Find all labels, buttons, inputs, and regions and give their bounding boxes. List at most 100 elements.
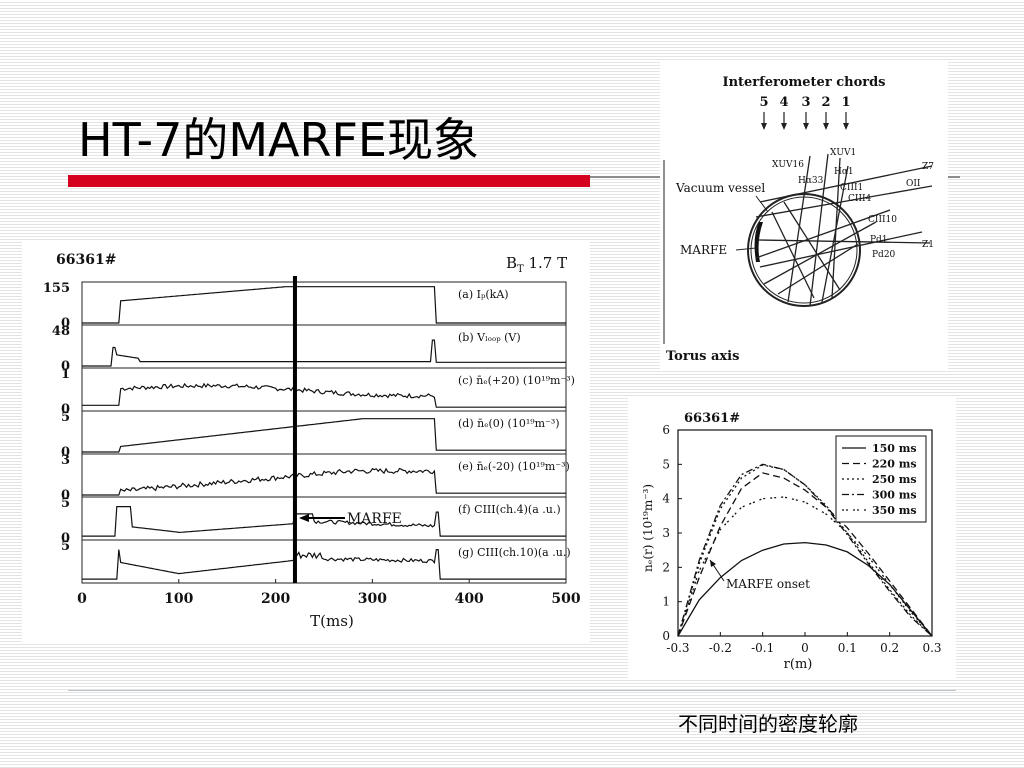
chord-number: 3 xyxy=(801,95,810,110)
x-tick-label: 0.1 xyxy=(838,641,857,655)
ts-ytick-top: 5 xyxy=(61,410,70,425)
chord-number: 4 xyxy=(779,95,788,110)
ts-xtick-label: 500 xyxy=(551,591,580,607)
profile-svg: 66361# -0.3 -0.2 -0.1 0 0.1 0.2 0.3 0 1 2 3 4 5 6 150 … xyxy=(641,411,942,672)
chord-arrowhead xyxy=(803,123,809,130)
series-line xyxy=(677,472,933,637)
marfe-region xyxy=(754,222,763,262)
legend-entry: 150 ms xyxy=(872,442,917,455)
y-tick-label: 6 xyxy=(662,423,670,437)
label-pd1: Pd1 xyxy=(870,235,888,245)
chord-arrowhead xyxy=(761,123,767,130)
ts-trace xyxy=(82,286,566,324)
ts-ytick-bottom: 0 xyxy=(61,488,70,503)
label-xuv16: XUV16 xyxy=(772,160,804,170)
y-tick-label: 2 xyxy=(662,560,670,574)
ts-ytick-top: 3 xyxy=(61,453,70,468)
legend-entry: 220 ms xyxy=(872,458,917,471)
torus-axis-label: Torus axis xyxy=(666,349,739,364)
x-tick-label: -0.3 xyxy=(666,641,689,655)
y-tick-label: 4 xyxy=(662,492,670,506)
marfe-label: MARFE xyxy=(680,243,727,257)
ts-ytick-bottom: 0 xyxy=(61,531,70,546)
label-z7: Z7 xyxy=(922,162,934,172)
legend-entry: 300 ms xyxy=(872,489,917,502)
y-tick-label: 5 xyxy=(662,457,670,471)
ts-xtick-label: 200 xyxy=(261,591,290,607)
figure-caption: 不同时间的密度轮廓 xyxy=(678,712,858,736)
field-label: BT 1.7 T xyxy=(506,254,567,275)
legend-entry: 250 ms xyxy=(872,473,917,486)
label-ciii1: CIII1 xyxy=(840,183,863,193)
ts-xtick-label: 100 xyxy=(164,591,193,607)
ts-panel-label: (g) CIII(ch.10)(a .u.) xyxy=(458,546,571,559)
chord-number: 1 xyxy=(841,95,850,110)
ts-xtick-label: 0 xyxy=(77,591,87,607)
marfe-onset-arrowhead xyxy=(710,560,716,567)
ts-panel-label: (f) CIII(ch.4)(a .u.) xyxy=(458,503,561,516)
ts-ytick-top: 1 xyxy=(61,367,70,382)
marfe-onset-annotation: MARFE onset xyxy=(726,577,810,591)
ts-trace xyxy=(82,339,566,367)
ts-ytick-top: 5 xyxy=(61,496,70,511)
vacuum-vessel-pointer xyxy=(755,195,769,213)
marfe-marker-label: MARFE xyxy=(347,511,402,527)
chord-number: 2 xyxy=(821,95,830,110)
ts-xtick-label: 300 xyxy=(358,591,387,607)
profile-ylabel: nₑ(r) (10¹⁹m⁻³) xyxy=(641,484,655,572)
ts-trace xyxy=(82,506,566,537)
label-ciii4: CIII4 xyxy=(848,194,872,204)
ts-trace xyxy=(82,549,566,580)
ts-panel-frame xyxy=(81,539,567,584)
series-line xyxy=(677,463,933,637)
chords-title: Interferometer chords xyxy=(722,75,885,90)
profile-title: 66361# xyxy=(684,411,740,426)
title-accent-bar xyxy=(68,175,590,187)
y-tick-label: 0 xyxy=(662,629,670,643)
ts-ytick-bottom: 0 xyxy=(61,316,70,331)
ts-trace xyxy=(82,467,566,496)
chord-labels: XUV1 XUV16 Hα1 Hα33 Z7 CIII1 OII CIII4 C… xyxy=(772,148,934,260)
ts-ytick-bottom: 0 xyxy=(61,445,70,460)
x-tick-label: 0.2 xyxy=(880,641,899,655)
chord-number: 5 xyxy=(759,95,768,110)
ts-panel-label: (b) Vₗₒₒₚ (V) xyxy=(458,331,521,344)
profile-xlabel: r(m) xyxy=(784,657,813,672)
vacuum-vessel-label: Vacuum vessel xyxy=(675,181,765,195)
x-tick-label: 0 xyxy=(801,641,809,655)
ts-ytick-bottom: 0 xyxy=(61,402,70,417)
chord-arrowhead xyxy=(781,123,787,130)
slide-title: HT-7的MARFE现象 xyxy=(78,113,479,167)
ts-xtick-label: 400 xyxy=(455,591,484,607)
label-ciii10: CIII10 xyxy=(868,215,897,225)
chord-arrowhead xyxy=(823,123,829,130)
label-z1: Z1 xyxy=(922,240,934,250)
shot-label: 66361# xyxy=(56,252,116,268)
ts-trace xyxy=(82,382,566,408)
ts-xlabel: T(ms) xyxy=(310,612,354,630)
ts-ytick-top: 48 xyxy=(52,324,70,339)
ts-ytick-top: 155 xyxy=(43,281,70,296)
label-pd20: Pd20 xyxy=(872,250,896,260)
y-tick-label: 1 xyxy=(662,595,670,609)
label-xuv1: XUV1 xyxy=(830,148,856,158)
ts-ytick-top: 5 xyxy=(61,539,70,554)
label-oii: OII xyxy=(906,179,921,189)
ts-panel-label: (a) Iₚ(kA) xyxy=(458,288,509,301)
density-profile-chart: 66361# -0.3 -0.2 -0.1 0 0.1 0.2 0.3 0 1 2 3 4 5 6 150 … xyxy=(628,398,956,680)
legend-entry: 350 ms xyxy=(872,504,917,517)
sightlines xyxy=(755,153,933,307)
ts-panel-label: (c) n̄ₑ(+20) (10¹⁹m⁻³) xyxy=(458,374,575,387)
ts-ytick-bottom: 0 xyxy=(61,359,70,374)
ts-panel-label: (d) n̄ₑ(0) (10¹⁹m⁻³) xyxy=(458,417,560,430)
legend-box xyxy=(835,435,927,523)
y-tick-label: 3 xyxy=(662,526,670,540)
ts-panel-label: (e) n̄ₑ(-20) (10¹⁹m⁻³) xyxy=(458,460,570,473)
marfe-pointer xyxy=(735,247,757,251)
label-ha33: Hα33 xyxy=(798,176,824,186)
series-line xyxy=(677,496,933,637)
ts-trace xyxy=(82,418,566,453)
